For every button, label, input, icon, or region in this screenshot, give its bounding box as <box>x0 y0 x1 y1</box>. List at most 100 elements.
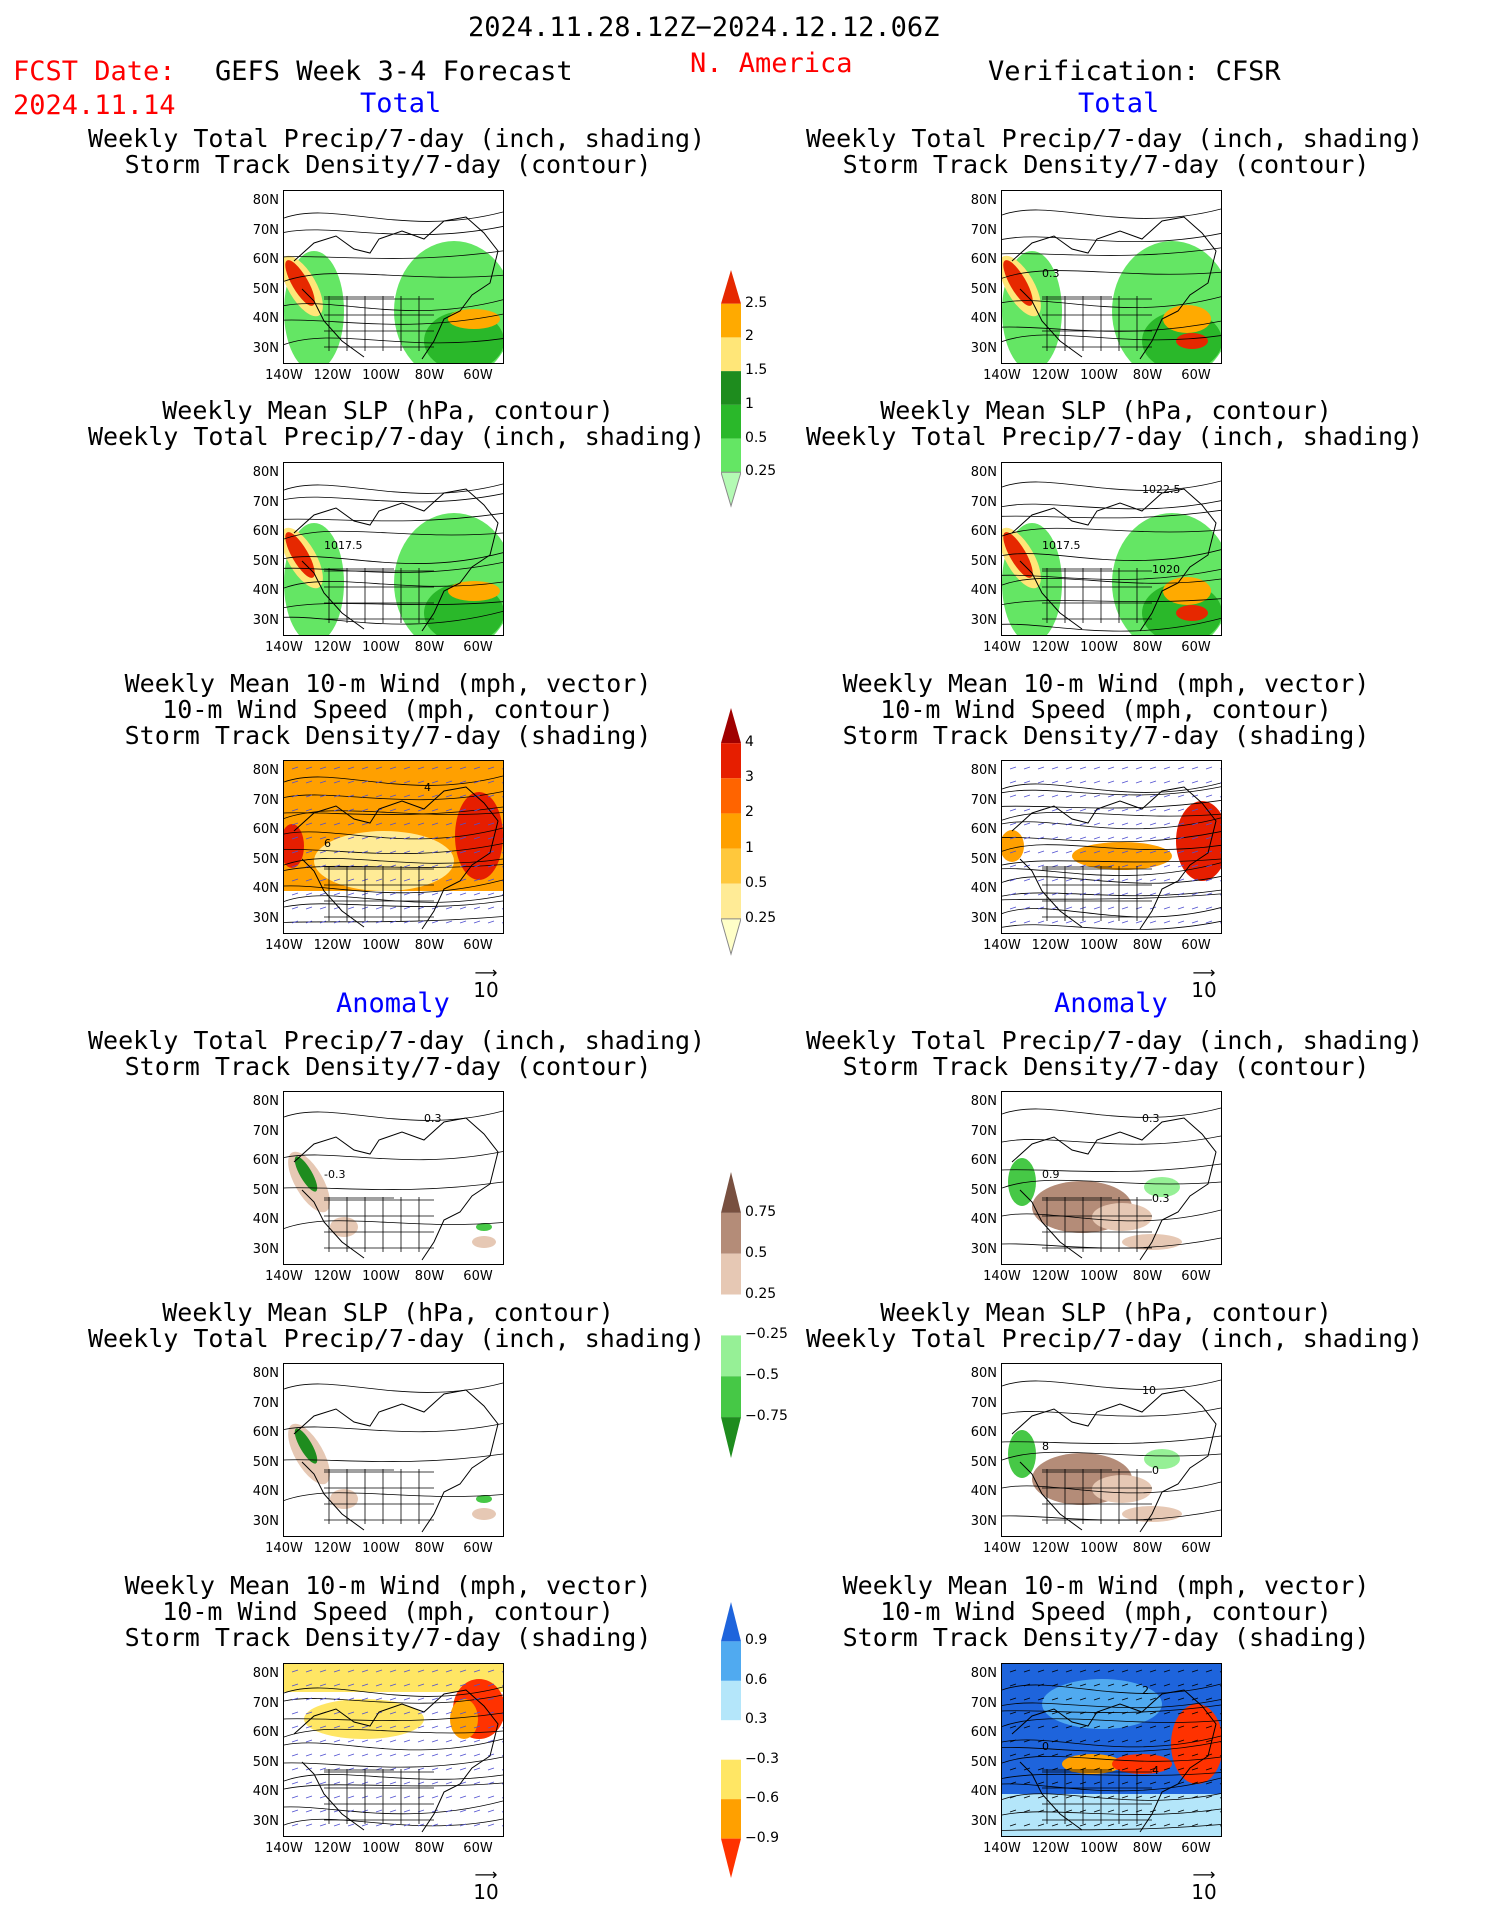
lat-label: 40N <box>970 881 997 896</box>
lon-label: 80W <box>414 368 445 383</box>
lat-label: 60N <box>970 1425 997 1440</box>
contour-label: 6 <box>324 837 331 850</box>
contour-lines <box>1002 480 1221 632</box>
lon-label: 100W <box>362 640 400 655</box>
lon-label: 80W <box>1132 368 1163 383</box>
contour-lines <box>284 483 503 625</box>
anom-shade <box>1144 1449 1180 1469</box>
contour-lines <box>1002 1107 1221 1249</box>
colorbar-label: 0.6 <box>745 1671 768 1688</box>
lat-label: 70N <box>970 494 997 510</box>
colorbar-storm_anom <box>721 1600 741 1884</box>
colorbar-swatch <box>721 1799 741 1839</box>
map-v-wind-total <box>1001 760 1222 934</box>
coastline <box>293 488 499 632</box>
lat-label: 30N <box>970 612 997 628</box>
colorbar-swatch <box>720 471 742 508</box>
lon-label: 100W <box>362 1841 400 1856</box>
colorbar-label: 0.25 <box>745 463 777 480</box>
lat-label: 50N <box>252 1754 279 1770</box>
lon-label: 120W <box>313 640 352 655</box>
contour-label: 1017.5 <box>1042 539 1081 552</box>
storm-anom-shade <box>1112 1754 1172 1774</box>
title-v-wind-total: Weekly Mean 10-m Wind (mph, vector) 10-m … <box>842 669 1370 750</box>
storm-anom-shade <box>1171 1704 1221 1784</box>
state-boundaries <box>324 1197 434 1252</box>
verification-title: Verification: CFSR <box>988 56 1281 87</box>
colorbar-label: 0.3 <box>745 1711 768 1728</box>
lon-label: 80W <box>414 1841 445 1856</box>
state-boundaries <box>1042 568 1152 623</box>
lat-label: 70N <box>252 1123 279 1139</box>
section-anomaly-verification: Anomaly <box>1054 988 1168 1019</box>
lat-label: 70N <box>970 1695 997 1711</box>
contour-lines <box>284 211 503 345</box>
lon-label: 60W <box>1181 1541 1211 1556</box>
period-title: 2024.11.28.12Z−2024.12.12.06Z <box>468 12 940 43</box>
colorbar-label: 0.25 <box>745 909 777 926</box>
state-boundaries <box>324 568 434 623</box>
contour-label: 0 <box>1042 1740 1049 1753</box>
colorbar-swatch <box>721 1838 741 1878</box>
storm-shade <box>1176 801 1221 881</box>
lon-label: 120W <box>313 1269 352 1284</box>
title-v-precip-total: Weekly Total Precip/7-day (inch, shading… <box>806 124 1424 179</box>
lat-label: 50N <box>252 281 279 297</box>
lon-label: 80W <box>414 640 445 655</box>
colorbar-swatch <box>721 1680 741 1721</box>
storm-anom-shade <box>1062 1754 1122 1774</box>
section-anomaly-forecast: Anomaly <box>336 988 450 1019</box>
map-v-slp-anom: 8 10 0 <box>1001 1363 1222 1537</box>
lat-label: 70N <box>252 1395 279 1411</box>
lon-label: 140W <box>983 368 1021 383</box>
lon-label: 120W <box>313 1841 352 1856</box>
lat-label: 40N <box>970 311 997 326</box>
lat-label: 70N <box>970 792 997 808</box>
lon-label: 100W <box>1080 1541 1118 1556</box>
precip-shade <box>448 581 500 601</box>
lat-label: 70N <box>970 1123 997 1139</box>
vector-ref-f-anom: ⟶ 10 <box>473 1865 499 1905</box>
lon-label: 120W <box>1031 1541 1070 1556</box>
lat-label: 30N <box>252 612 279 628</box>
lon-label: 100W <box>362 938 400 953</box>
lat-label: 60N <box>970 1153 997 1168</box>
colorbar-swatch <box>721 1172 741 1213</box>
lon-label: 140W <box>983 640 1021 655</box>
lat-label: 40N <box>970 1784 997 1799</box>
lat-label: 60N <box>252 1425 279 1440</box>
lon-label: 140W <box>983 1541 1021 1556</box>
lon-label: 60W <box>463 938 493 953</box>
lon-label: 100W <box>362 1541 400 1556</box>
colorbar-swatch <box>721 1641 741 1681</box>
title-f-precip-anom: Weekly Total Precip/7-day (inch, shading… <box>88 1026 706 1081</box>
lat-label: 80N <box>252 1666 279 1681</box>
lon-label: 120W <box>313 1541 352 1556</box>
colorbar-swatch <box>721 1335 741 1377</box>
fcst-date-label: FCST Date: <box>13 56 176 87</box>
colorbar-swatch <box>721 1376 741 1418</box>
precip-shade <box>1176 333 1208 349</box>
contour-lines <box>284 1686 503 1827</box>
colorbar-label: 0.5 <box>745 874 768 891</box>
colorbar-swatch <box>721 1212 741 1254</box>
lon-label: 100W <box>1080 938 1118 953</box>
colorbar-swatch <box>721 708 741 744</box>
lat-label: 30N <box>970 340 997 356</box>
anom-shade <box>294 1156 318 1192</box>
contour-label: 0 <box>1152 1464 1159 1477</box>
lon-label: 120W <box>313 368 352 383</box>
lat-label: 80N <box>970 1094 997 1109</box>
colorbar-label: 0.5 <box>745 429 768 446</box>
contour-label: 2 <box>1142 1684 1149 1697</box>
colorbar-label: −0.9 <box>745 1829 779 1846</box>
contour-lines <box>1002 1683 1221 1831</box>
colorbar-swatch <box>721 337 741 372</box>
colorbar-label: 1 <box>745 839 754 856</box>
lat-label: 30N <box>252 340 279 356</box>
wind-vectors <box>291 1669 503 1827</box>
lat-label: 40N <box>970 583 997 598</box>
lon-label: 80W <box>1132 938 1163 953</box>
storm-shade <box>1072 842 1172 870</box>
